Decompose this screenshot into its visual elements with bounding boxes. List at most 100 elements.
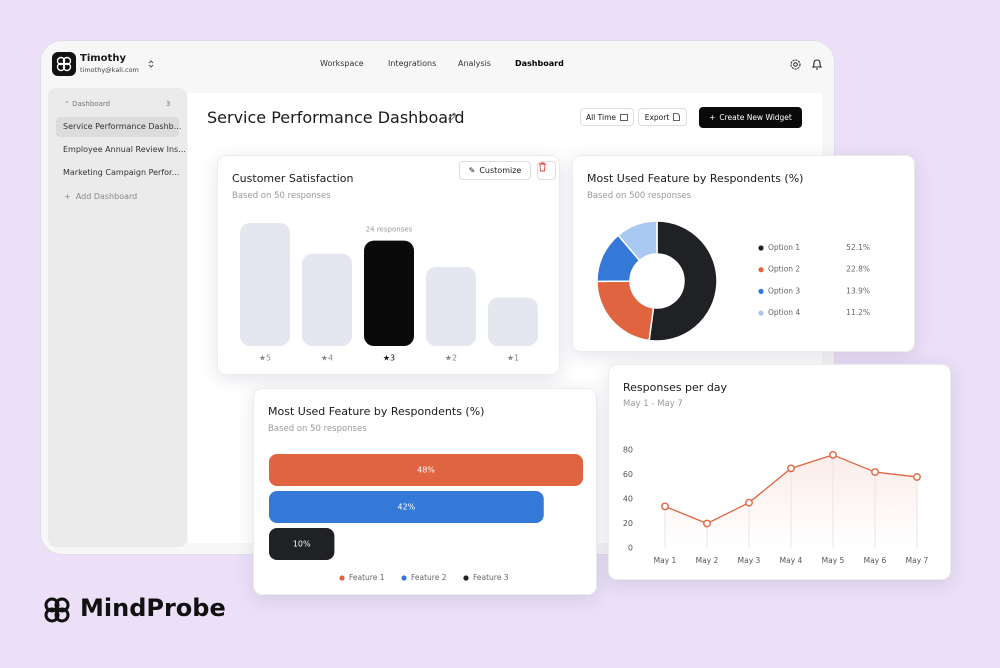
file-icon <box>673 113 681 121</box>
brand-logo <box>44 597 70 623</box>
card-title: Most Used Feature by Respondents (%) <box>587 172 804 185</box>
y-tick-label: 40 <box>623 495 633 504</box>
bar <box>302 253 352 346</box>
calendar-icon <box>620 114 628 121</box>
legend-label: Option 4 <box>768 308 800 317</box>
trash-icon <box>539 162 546 172</box>
legend-swatch <box>463 575 469 581</box>
customize-button[interactable]: ✎ Customize <box>459 161 531 180</box>
point <box>829 451 837 459</box>
legend-value: 52.1% <box>846 243 870 252</box>
button-label: Create New Widget <box>719 113 792 122</box>
bar <box>364 240 414 346</box>
chart: 0 20 40 60 80 May 1 May 2 May 3 May 4 May 5 May 6 M… <box>623 446 929 566</box>
pencil-icon: ✎ <box>468 166 476 175</box>
data-label: 48% <box>417 466 435 475</box>
x-tick-label: May 1 <box>654 556 677 565</box>
chart: 48% 42% 10% Feature 1 Feature 2 Feature 3 <box>269 454 583 582</box>
legend-swatch <box>758 310 764 316</box>
bar <box>269 454 583 486</box>
legend-value: 22.8% <box>846 265 870 274</box>
dashboard-count: 3 <box>166 100 171 108</box>
chevron: ⌃ <box>64 100 73 108</box>
legend-label: Feature 3 <box>473 573 509 582</box>
create-widget-button[interactable]: + Create New Widget <box>699 107 802 128</box>
export-button[interactable]: Export <box>638 108 687 126</box>
account-switch[interactable] <box>147 59 155 69</box>
card-subtitle: Based on 50 responses <box>268 424 367 434</box>
donut-slice <box>596 280 655 342</box>
x-tick-label: May 7 <box>906 556 929 565</box>
sidebar-item[interactable]: Service Performance Dashb... <box>63 122 182 131</box>
sidebar-section[interactable]: ⌃ Dashboard <box>64 100 110 108</box>
bar <box>488 297 538 346</box>
y-tick-label: 20 <box>623 519 633 528</box>
delete-button[interactable] <box>537 161 556 180</box>
x-tick-label: ★5 <box>259 354 271 363</box>
x-tick-label: May 4 <box>780 556 803 565</box>
legend-label: Feature 2 <box>411 573 447 582</box>
edit-title[interactable] <box>447 112 457 122</box>
nav-link[interactable]: Integrations <box>388 59 437 68</box>
data-label: 24 responses <box>366 226 413 234</box>
line-card: 0 20 40 60 80 May 1 May 2 May 3 May 4 May 5 May 6 M… <box>608 364 951 580</box>
y-tick-label: 60 <box>623 470 633 479</box>
card-title: Responses per day <box>623 381 728 394</box>
user-avatar <box>52 52 76 76</box>
data-label: 10% <box>293 540 311 549</box>
x-tick-label: May 5 <box>822 556 845 565</box>
user-email: timothy@kali.com <box>80 66 139 74</box>
card-subtitle: May 1 - May 7 <box>623 399 683 409</box>
satisfaction-card: ★5 ★4 ★3 24 responses ★2 ★1 Customer Satisfac… <box>217 155 560 375</box>
button-label: All Time <box>585 112 617 122</box>
x-tick-label: ★1 <box>507 354 519 363</box>
legend-swatch <box>401 575 407 581</box>
bar <box>240 223 290 346</box>
date-filter[interactable]: All Time <box>580 108 634 126</box>
nav-link[interactable]: Workspace <box>320 59 364 68</box>
legend-swatch <box>758 245 764 251</box>
brand-name: MindProbe <box>80 594 226 622</box>
sidebar-item[interactable]: Employee Annual Review Ins... <box>63 145 186 154</box>
donut-slice <box>648 220 718 342</box>
point <box>913 473 921 481</box>
selected-item-bg <box>56 117 179 137</box>
x-tick-label: ★2 <box>445 354 457 363</box>
chart: Option 1 52.1% Option 2 22.8% Option 3 13.9% O… <box>596 220 870 342</box>
point <box>703 519 711 528</box>
settings-button[interactable] <box>789 58 802 71</box>
card-title: Customer Satisfaction <box>232 172 354 185</box>
donut-card: Option 1 52.1% Option 2 22.8% Option 3 13.9% O… <box>572 155 915 352</box>
sidebar-section-title: Dashboard <box>72 100 111 108</box>
add-dashboard-label: Add Dashboard <box>75 192 138 201</box>
x-tick-label: ★3 <box>383 354 395 363</box>
bar <box>269 491 544 523</box>
legend-swatch <box>758 267 764 273</box>
x-tick-label: May 6 <box>864 556 887 565</box>
notifications-button[interactable] <box>811 58 823 71</box>
y-tick-label: 0 <box>628 544 633 553</box>
donut-slice <box>617 220 658 262</box>
hbar-card: 48% 42% 10% Feature 1 Feature 2 Feature 3 Mos… <box>253 388 597 595</box>
add-dashboard[interactable]: + Add Dashboard <box>64 192 137 201</box>
nav-link[interactable]: Analysis <box>458 59 491 68</box>
legend-label: Option 1 <box>768 243 800 252</box>
legend-value: 11.2% <box>846 308 870 317</box>
card-title: Most Used Feature by Respondents (%) <box>268 405 485 418</box>
point <box>745 498 753 507</box>
sidebar <box>48 88 187 547</box>
plus-icon: + <box>709 113 716 122</box>
y-tick-label: 80 <box>623 446 633 455</box>
user-name: Timothy <box>80 53 126 64</box>
sidebar-item[interactable]: Marketing Campaign Perfor... <box>63 168 180 177</box>
nav-link-active[interactable]: Dashboard <box>515 59 564 68</box>
point <box>661 502 669 511</box>
card-subtitle: Based on 50 responses <box>232 191 331 201</box>
legend-value: 13.9% <box>846 286 870 295</box>
legend-swatch <box>758 288 764 294</box>
x-tick-label: May 3 <box>738 556 761 565</box>
legend-label: Option 2 <box>768 265 800 274</box>
point <box>871 468 879 476</box>
legend-swatch <box>339 575 345 581</box>
